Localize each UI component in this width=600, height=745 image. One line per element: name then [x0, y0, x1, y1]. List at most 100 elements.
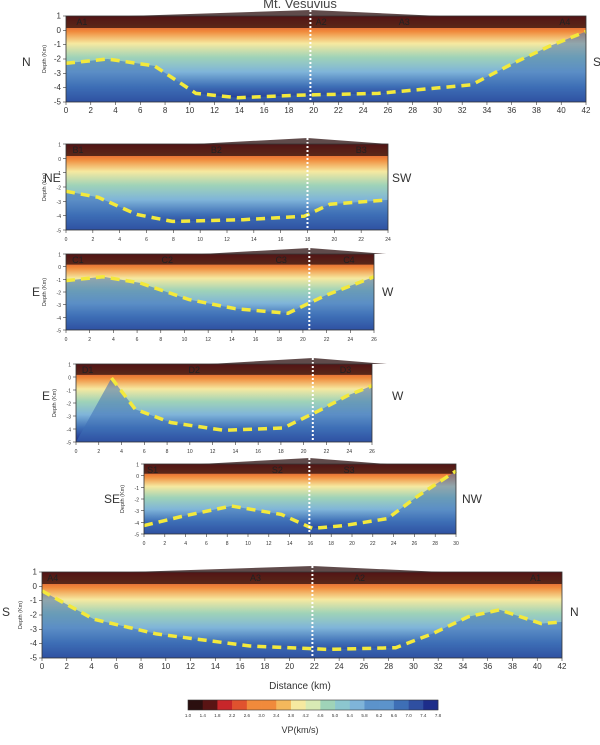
x-tick-label: 2: [163, 541, 166, 547]
x-tick-label: 22: [310, 662, 319, 671]
colorbar-tick-label: 3.0: [258, 713, 265, 718]
x-tick-label: 22: [324, 449, 330, 455]
x-tick-label: 0: [143, 541, 146, 547]
y-tick-label: -4: [30, 639, 38, 648]
x-tick-label: 2: [89, 106, 94, 115]
x-tick-label: 6: [114, 662, 119, 671]
y-tick-label: -3: [57, 303, 62, 309]
colorbar-segment: [335, 700, 351, 710]
topography-low-velocity: [66, 138, 388, 157]
y-tick-label: -4: [67, 428, 72, 434]
y-tick-label: -5: [57, 229, 62, 235]
x-tick-label: 36: [483, 662, 492, 671]
x-tick-label: 22: [358, 237, 364, 243]
colorbar: 1.0 1.4 1.8 2.2 2.6 3.0 3.4 3.8 4.2 4.6 5.0 5.4 5.8 6…: [185, 699, 442, 718]
x-tick-label: 34: [482, 106, 491, 115]
x-tick-label: 10: [182, 337, 188, 343]
y-tick-label: 0: [68, 376, 71, 382]
colorbar-tick-label: 7.0: [405, 713, 412, 718]
high-velocity-body: [76, 378, 372, 442]
x-tick-label: 34: [458, 662, 467, 671]
section-panel-c: 0 2 4 6 8 10 12 14 16 18 20 22 24 2610-1-2-3-4-5Depth…: [32, 248, 394, 343]
profile-point-label: A3: [250, 573, 261, 583]
direction-label-left: S: [2, 605, 10, 619]
high-velocity-body: [144, 471, 456, 534]
x-tick-label: 40: [533, 662, 542, 671]
x-tick-label: 8: [159, 337, 162, 343]
x-tick-label: 24: [359, 106, 368, 115]
colorbar-segment: [305, 700, 321, 710]
x-tick-label: 28: [408, 106, 417, 115]
x-tick-label: 0: [65, 337, 68, 343]
distance-axis-label: Distance (km): [269, 681, 331, 692]
y-tick-label: -2: [57, 186, 62, 192]
y-tick-label: -4: [57, 214, 62, 220]
x-tick-label: 22: [334, 106, 343, 115]
y-tick-label: -5: [67, 441, 72, 447]
profile-point-label: A2: [354, 573, 365, 583]
x-tick-label: 20: [300, 337, 306, 343]
y-tick-label: -2: [30, 611, 38, 620]
colorbar-segment: [290, 700, 306, 710]
colorbar-segment: [408, 700, 424, 710]
profile-point-label: A1: [76, 17, 87, 27]
colorbar-frame: [187, 699, 439, 711]
high-velocity-body: [66, 276, 374, 330]
x-tick-label: 8: [139, 662, 144, 671]
y-tick-label: 1: [33, 568, 38, 577]
x-tick-label: 28: [384, 662, 393, 671]
topography-low-velocity: [66, 10, 586, 29]
colorbar-segment: [217, 700, 233, 710]
y-tick-label: 0: [57, 26, 62, 35]
colorbar-tick-label: 5.8: [361, 713, 368, 718]
x-tick-label: 10: [197, 237, 203, 243]
x-tick-label: 4: [118, 237, 121, 243]
profile-point-label: S1: [147, 465, 158, 475]
x-tick-label: 16: [253, 337, 259, 343]
colorbar-segment: [364, 700, 380, 710]
x-tick-label: 2: [97, 449, 100, 455]
y-tick-label: 1: [57, 12, 62, 21]
y-tick-label: -3: [30, 625, 38, 634]
x-tick-label: 14: [233, 449, 239, 455]
y-tick-label: -3: [135, 509, 140, 515]
x-tick-label: 16: [236, 662, 245, 671]
colorbar-tick-label: 2.2: [229, 713, 236, 718]
profile-point-label: S2: [272, 465, 283, 475]
y-tick-label: 0: [33, 582, 38, 591]
x-tick-label: 26: [359, 662, 368, 671]
x-tick-label: 0: [64, 106, 69, 115]
carbonate-boundary-line: [143, 469, 457, 531]
profile-point-label: A1: [530, 573, 541, 583]
profile-point-label: B3: [356, 145, 367, 155]
x-tick-label: 16: [255, 449, 261, 455]
x-tick-label: 22: [324, 337, 330, 343]
colorbar-segment: [423, 700, 439, 710]
profile-point-label: D1: [82, 365, 94, 375]
y-tick-label: 0: [136, 474, 139, 480]
y-tick-label: -2: [57, 291, 62, 297]
x-tick-label: 10: [245, 541, 251, 547]
direction-label-right: S: [593, 55, 600, 69]
x-tick-label: 18: [284, 106, 293, 115]
y-tick-label: 1: [58, 253, 61, 259]
carbonate-boundary-line: [65, 29, 587, 100]
high-velocity-body: [42, 590, 562, 658]
section-panel-a_rev: 0 2 4 6 8 10 12 14 16 18 20 22 24 26 28 30 32 34 36 38 40 421…: [2, 566, 579, 671]
x-tick-label: 16: [260, 106, 269, 115]
profile-point-label: A4: [559, 17, 570, 27]
section-panel-d: 0 2 4 6 8 10 12 14 16 18 20 22 24 2610-1-2-3-4-5Depth…: [42, 358, 404, 455]
x-tick-label: 14: [235, 106, 244, 115]
colorbar-tick-label: 6.2: [376, 713, 383, 718]
profile-point-label: C2: [161, 255, 173, 265]
x-tick-label: 14: [211, 662, 220, 671]
x-tick-label: 8: [226, 541, 229, 547]
x-tick-label: 2: [91, 237, 94, 243]
x-tick-label: 12: [186, 662, 195, 671]
y-tick-label: -4: [135, 521, 140, 527]
topography-low-velocity: [76, 358, 387, 375]
profile-point-label: C1: [72, 255, 84, 265]
direction-label-left: N: [22, 55, 31, 69]
